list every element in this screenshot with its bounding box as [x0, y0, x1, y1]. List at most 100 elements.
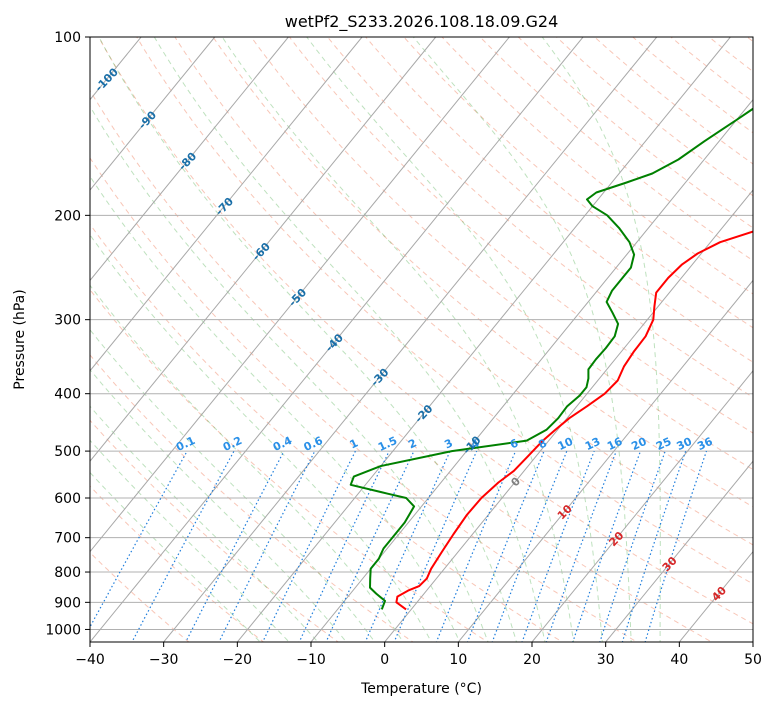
grid-layer: [0, 10, 775, 654]
x-tick-label: −40: [75, 652, 105, 668]
dry-adiabat: [90, 89, 713, 642]
y-tick-label: 500: [54, 444, 81, 460]
dry-adiabat: [136, 37, 753, 585]
isotherm-line: [90, 37, 584, 642]
isotherm-line: [90, 37, 437, 463]
dry-adiabat: [517, 37, 753, 229]
isotherm-line: [752, 641, 753, 642]
x-tick-label: 10: [449, 652, 467, 668]
mixing-ratio-line: [90, 450, 188, 629]
x-tick-label: −20: [223, 652, 253, 668]
x-axis: −40 −30 −20 −10 0 10 20 30 40 50: [75, 642, 762, 668]
plot-frame: [89, 36, 754, 643]
isotherm-line: [90, 37, 363, 372]
isotherm-line: [90, 37, 289, 282]
y-tick-label: 200: [54, 208, 81, 224]
isotherm-line: [163, 37, 658, 642]
mixing-ratio-line: [521, 450, 595, 642]
mixing-ratio-line: [298, 450, 390, 642]
x-tick-label: 30: [597, 652, 615, 668]
dry-adiabat: [326, 37, 753, 398]
x-tick-label: −10: [296, 652, 326, 668]
mixing-ratio-label: 16: [605, 435, 625, 453]
mixing-ratio-line: [466, 450, 545, 642]
mixing-ratio-label: 6: [508, 436, 521, 451]
isotherm-line: [310, 98, 753, 642]
y-tick-label: 600: [54, 491, 81, 507]
moist-adiabat: [98, 37, 518, 642]
dry-adiabat: [174, 37, 753, 546]
x-tick-label: 40: [670, 652, 688, 668]
mixing-ratio-label: 8: [536, 436, 548, 451]
y-tick-label: 100: [54, 30, 81, 46]
isotherm-line: [236, 37, 731, 642]
x-tick-label: 0: [380, 652, 389, 668]
isotherm-line: [90, 37, 510, 553]
temperature-line: [395, 230, 753, 611]
isotherm-label: -30: [368, 366, 391, 390]
isotherm-label: -60: [250, 240, 273, 264]
moist-adiabat: [221, 37, 575, 642]
mixing-ratio-line: [364, 450, 451, 642]
dry-adiabat: [212, 37, 753, 508]
moist-adiabat: [90, 405, 319, 642]
dry-adiabat: [708, 37, 753, 73]
y-tick-label: 300: [54, 313, 81, 329]
dry-adiabat: [90, 419, 340, 642]
y-tick-label: 900: [54, 595, 81, 611]
x-axis-title: Temperature (°C): [360, 681, 482, 697]
dry-adiabat: [403, 37, 753, 329]
mixing-ratio-label: 25: [654, 435, 673, 453]
mixing-ratio-label: 36: [695, 435, 715, 453]
y-tick-label: 400: [54, 387, 81, 403]
dry-adiabat: [288, 37, 753, 434]
dry-adiabat: [90, 485, 265, 642]
isotherm-label: -100: [92, 65, 121, 94]
dry-adiabat: [90, 354, 414, 642]
mixing-ratio-line: [393, 450, 478, 642]
moist-adiabat: [90, 439, 290, 642]
isotherm-label: -50: [286, 286, 309, 310]
moist-adiabat: [90, 284, 404, 642]
dewpoint-line: [349, 107, 753, 610]
isotherm-line: [384, 189, 753, 642]
isotherm-label: -10: [460, 433, 483, 457]
y-axis-title: Pressure (hPa): [12, 289, 28, 389]
moist-adiabat: [90, 368, 347, 642]
mixing-ratio-line: [599, 450, 666, 642]
dry-adiabat: [90, 157, 639, 642]
mixing-ratio-line: [131, 450, 235, 642]
dry-adiabat: [90, 223, 564, 642]
dry-adiabat: [751, 10, 775, 654]
isotherm-line: [678, 550, 753, 642]
mixing-ratio-label: 10: [556, 435, 576, 453]
y-axis: 100 200 300 400 500 600 700 800 900 1000: [45, 30, 90, 638]
isotherm-line: [90, 37, 216, 191]
mixing-ratio-line: [435, 450, 517, 642]
moist-adiabat: [90, 105, 489, 642]
mixing-ratio-label: 30: [675, 435, 695, 453]
y-tick-label: 800: [54, 565, 81, 581]
mixing-ratio-label: 13: [583, 435, 602, 453]
dry-adiabat: [632, 37, 753, 134]
x-tick-label: −30: [149, 652, 179, 668]
moist-adiabat: [90, 471, 261, 642]
isotherm-label: -80: [176, 150, 199, 174]
mixing-ratio-label: 20: [629, 435, 649, 453]
moist-adiabat: [90, 175, 461, 642]
dry-adiabat: [555, 37, 753, 197]
isotherm-label: -20: [412, 402, 435, 426]
x-tick-label: 20: [523, 652, 541, 668]
mixing-ratio-line: [621, 450, 687, 642]
mixing-ratio-line: [644, 450, 708, 642]
chart-title: wetPf2_S233.2026.108.18.09.G24: [285, 12, 559, 32]
isotherm-label: -70: [213, 195, 236, 219]
dry-adiabat: [746, 37, 753, 43]
dry-adiabat: [365, 37, 753, 363]
mixing-ratio-label: 2: [406, 436, 418, 451]
y-tick-label: 1000: [45, 622, 81, 638]
dry-adiabat: [250, 37, 753, 471]
isotherm-line: [605, 460, 753, 642]
isotherm-line: [0, 37, 67, 642]
y-tick-label: 700: [54, 531, 81, 547]
